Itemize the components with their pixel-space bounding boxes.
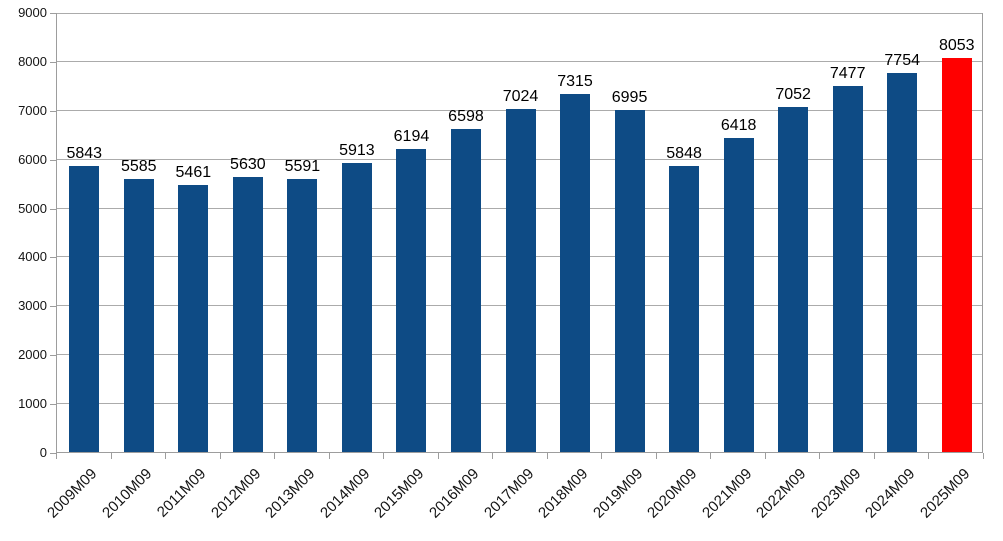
value-label: 7754 (884, 51, 920, 69)
x-axis-tick (873, 453, 875, 459)
value-label: 6995 (611, 89, 648, 107)
plot-area: 5843 5585 5461 5630 5591 5913 6194 6598 7024 7315… (56, 13, 983, 453)
value-label: 5848 (666, 145, 702, 163)
x-axis-tick (328, 453, 330, 459)
bar (560, 94, 591, 452)
x-axis-tick (219, 453, 221, 459)
y-axis-label: 1000 (18, 396, 47, 412)
y-axis-label: 7000 (18, 102, 47, 118)
bar (723, 138, 754, 452)
value-label: 5591 (284, 157, 321, 175)
x-axis-tick (764, 453, 766, 459)
value-label: 5913 (339, 141, 375, 159)
value-label: 6194 (393, 128, 430, 146)
x-axis-tick (710, 453, 712, 459)
y-axis-label: 4000 (18, 249, 47, 265)
bar (887, 72, 918, 452)
x-axis-tick (56, 453, 57, 459)
y-axis-label: 3000 (18, 298, 47, 314)
y-axis-tick (50, 110, 56, 112)
bar (941, 58, 972, 452)
bar (396, 149, 427, 452)
x-axis-tick (601, 453, 603, 459)
x-axis-tick (546, 453, 548, 459)
value-label: 5461 (175, 164, 212, 182)
y-axis-tick (50, 208, 56, 210)
bar (614, 110, 645, 452)
value-label: 7024 (502, 87, 539, 105)
value-label: 7477 (829, 65, 866, 83)
x-axis-tick (274, 453, 276, 459)
y-axis-label: 9000 (18, 5, 47, 20)
bar (69, 166, 100, 452)
y-axis-tick (50, 404, 56, 406)
y-axis-label: 6000 (18, 151, 47, 167)
y-axis-tick (50, 306, 56, 308)
x-axis-tick (819, 453, 821, 459)
x-axis-tick (110, 453, 112, 459)
y-axis-label: 2000 (18, 347, 47, 363)
y-axis-tick (50, 13, 56, 14)
bar (178, 185, 209, 452)
value-label: 5585 (120, 157, 157, 175)
x-axis-tick (655, 453, 657, 459)
x-axis-tick (437, 453, 439, 459)
bar (450, 129, 481, 452)
bar (123, 178, 154, 452)
bar (287, 178, 318, 452)
x-axis-tick (383, 453, 385, 459)
y-axis-tick (50, 257, 56, 259)
value-label: 6598 (448, 108, 484, 126)
bar (778, 107, 809, 452)
y-axis-tick (50, 61, 56, 63)
bar (669, 166, 700, 452)
bar (341, 162, 372, 452)
value-label: 6418 (720, 117, 757, 135)
y-axis-label: 5000 (18, 200, 47, 216)
value-label: 8053 (938, 37, 975, 55)
x-axis-tick (983, 453, 984, 459)
y-axis-tick (50, 159, 56, 161)
bar (505, 108, 536, 452)
value-label: 7315 (557, 73, 593, 91)
bar (232, 176, 263, 452)
y-gridline (57, 60, 982, 62)
y-gridline (57, 13, 982, 14)
x-axis-tick (165, 453, 167, 459)
value-label: 7052 (775, 86, 811, 104)
y-axis-tick (50, 355, 56, 357)
y-axis-label: 0 (39, 445, 47, 460)
x-axis-tick (928, 453, 930, 459)
y-axis-tick (50, 453, 56, 454)
value-label: 5843 (66, 145, 103, 163)
value-label: 5630 (230, 155, 266, 173)
bar (832, 86, 863, 452)
x-axis-tick (492, 453, 494, 459)
y-axis-label: 8000 (18, 53, 47, 69)
